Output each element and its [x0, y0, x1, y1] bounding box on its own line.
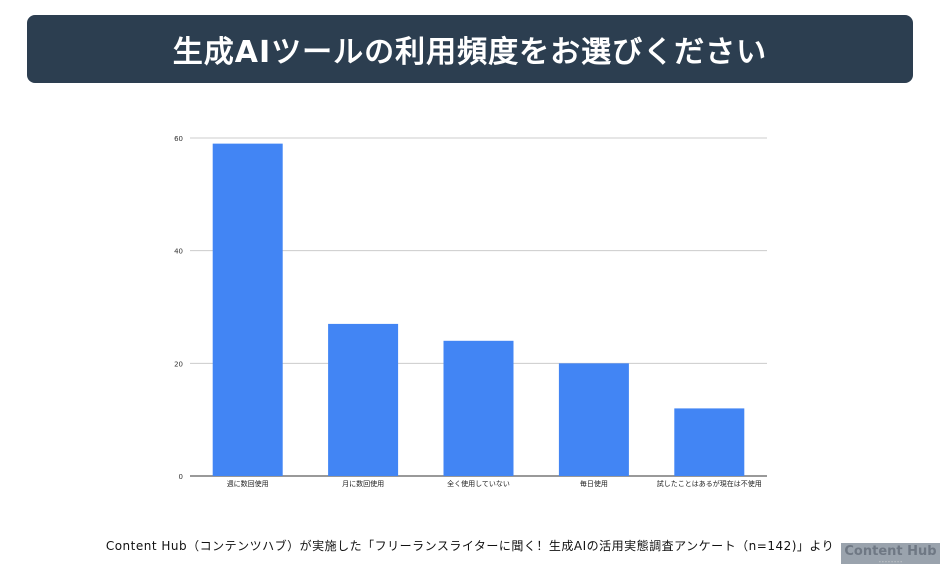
bar	[674, 408, 745, 476]
y-tick-label: 60	[174, 135, 183, 143]
x-tick-label: 週に数回使用	[227, 479, 269, 488]
bar	[558, 363, 629, 476]
x-tick-label: 全く使用していない	[447, 479, 510, 488]
bar	[328, 323, 399, 476]
x-tick-label: 試したことはあるが現在は不使用	[657, 479, 762, 488]
bar	[212, 143, 283, 476]
content-hub-logo: Content Hub - - - - - - - -	[841, 543, 940, 564]
x-tick-label: 毎日使用	[580, 479, 608, 488]
y-tick-label: 40	[174, 248, 183, 256]
y-tick-label: 20	[174, 360, 183, 368]
source-caption: Content Hub（コンテンツハブ）が実施した「フリーランスライターに聞く！…	[105, 539, 835, 553]
page-title: 生成AIツールの利用頻度をお選びください	[27, 15, 913, 83]
bar	[443, 340, 514, 476]
x-tick-label: 月に数回使用	[342, 479, 384, 488]
logo-text: Content Hub	[844, 544, 937, 559]
y-tick-label: 0	[179, 473, 183, 481]
